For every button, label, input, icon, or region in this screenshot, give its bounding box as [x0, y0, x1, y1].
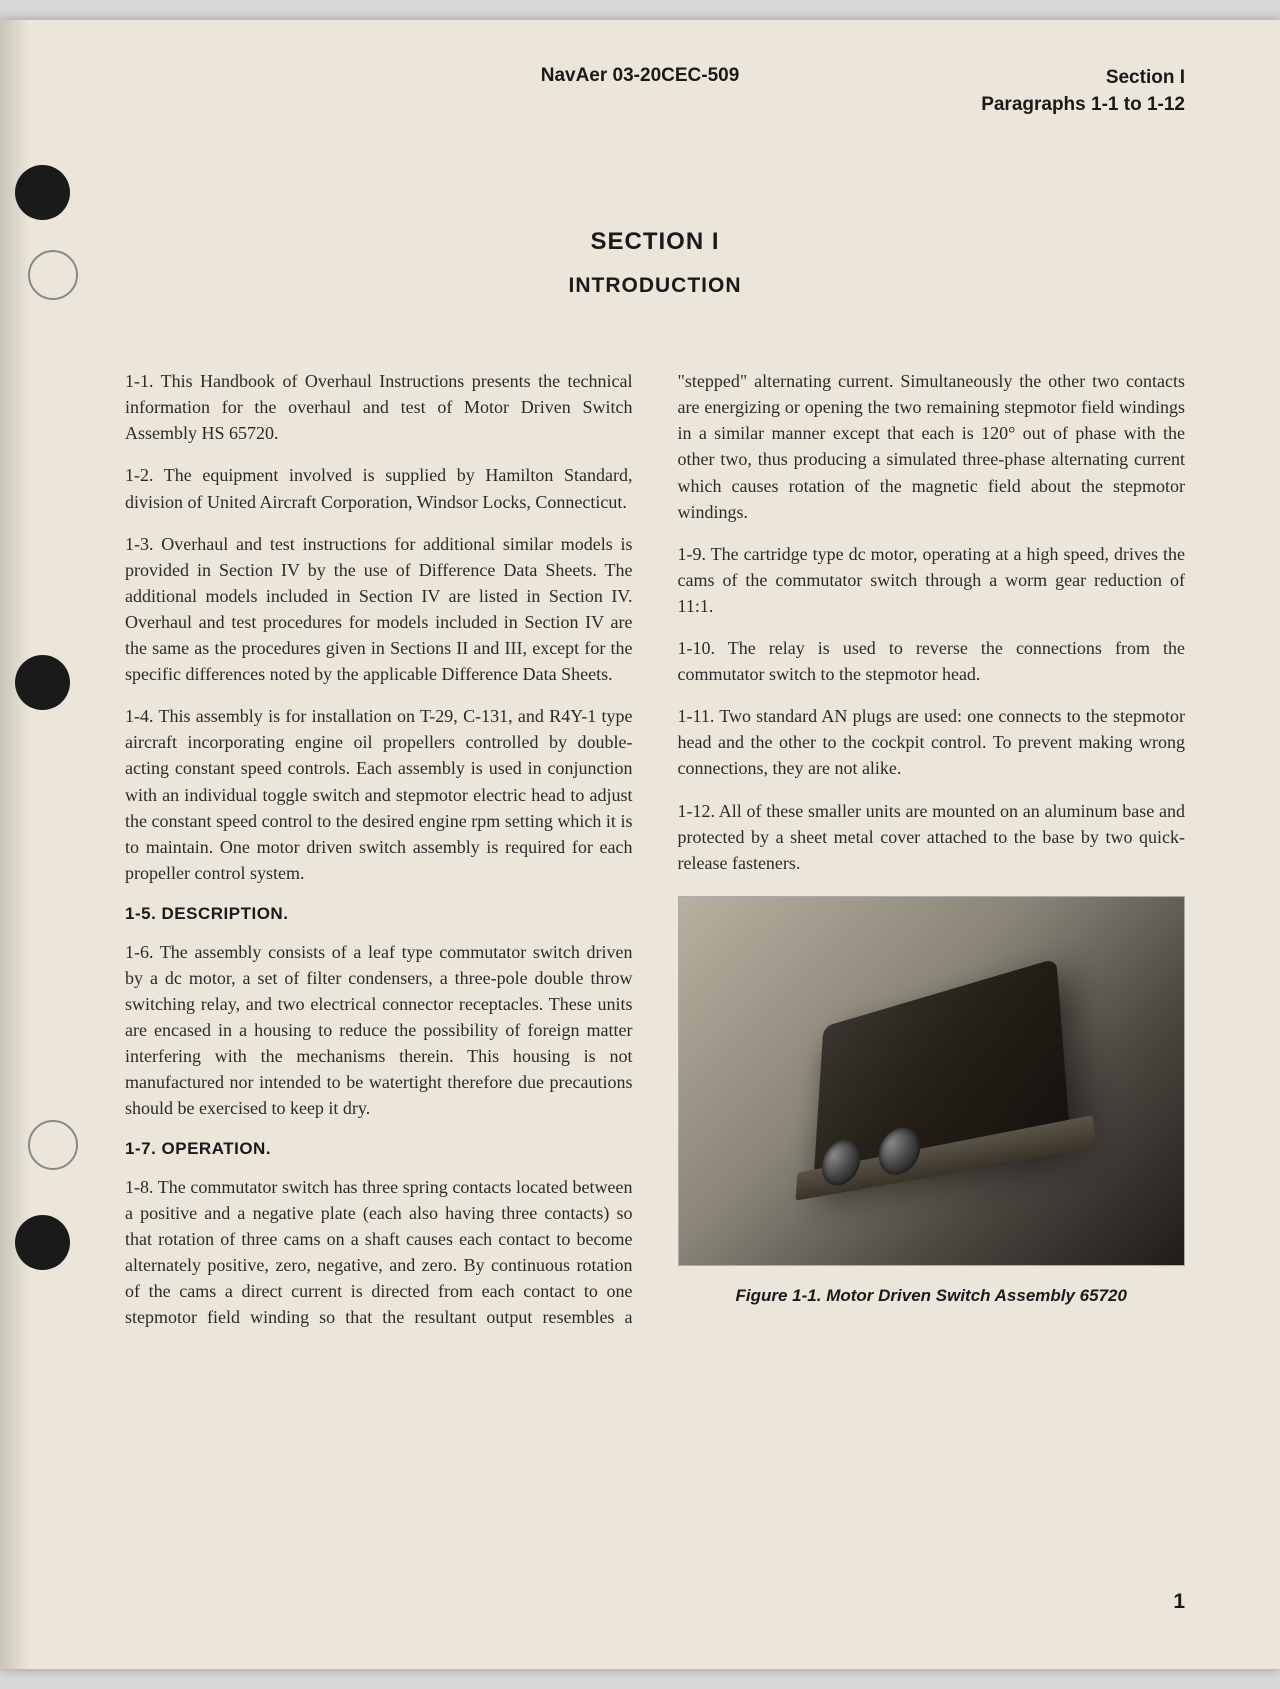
binding-ring-icon: [28, 250, 78, 300]
paragraph-1-10: 1-10. The relay is used to reverse the c…: [678, 635, 1186, 687]
paragraph-1-3: 1-3. Overhaul and test instructions for …: [125, 531, 633, 688]
paragraph-1-4: 1-4. This assembly is for installation o…: [125, 703, 633, 886]
punch-hole-icon: [15, 655, 70, 710]
paragraph-1-9: 1-9. The cartridge type dc motor, operat…: [678, 541, 1186, 619]
body-content: 1-1. This Handbook of Overhaul Instructi…: [125, 368, 1185, 1330]
page-header: NavAer 03-20CEC-509 Section I Paragraphs…: [125, 65, 1185, 118]
figure-1-1: Figure 1-1. Motor Driven Switch Assembly…: [678, 896, 1186, 1309]
punch-hole-icon: [15, 165, 70, 220]
header-right: Section I Paragraphs 1-1 to 1-12: [981, 65, 1185, 118]
paragraph-1-6: 1-6. The assembly consists of a leaf typ…: [125, 939, 633, 1122]
section-title: SECTION I: [125, 228, 1185, 256]
device-body-illustration: [814, 959, 1070, 1182]
binding-ring-icon: [28, 1120, 78, 1170]
document-page: NavAer 03-20CEC-509 Section I Paragraphs…: [0, 20, 1280, 1669]
paragraph-1-11: 1-11. Two standard AN plugs are used: on…: [678, 703, 1186, 781]
paragraphs-range: Paragraphs 1-1 to 1-12: [981, 92, 1185, 119]
page-number: 1: [1173, 1590, 1185, 1614]
paragraph-1-2: 1-2. The equipment involved is supplied …: [125, 462, 633, 514]
figure-caption: Figure 1-1. Motor Driven Switch Assembly…: [678, 1284, 1186, 1309]
paragraph-1-12: 1-12. All of these smaller units are mou…: [678, 798, 1186, 876]
paragraph-1-1: 1-1. This Handbook of Overhaul Instructi…: [125, 368, 633, 446]
figure-image: [678, 896, 1186, 1266]
subheading-operation: 1-7. OPERATION.: [125, 1137, 633, 1162]
punch-hole-icon: [15, 1215, 70, 1270]
document-number: NavAer 03-20CEC-509: [541, 65, 740, 87]
section-label: Section I: [981, 65, 1185, 92]
section-subtitle: INTRODUCTION: [125, 274, 1185, 298]
subheading-description: 1-5. DESCRIPTION.: [125, 902, 633, 927]
